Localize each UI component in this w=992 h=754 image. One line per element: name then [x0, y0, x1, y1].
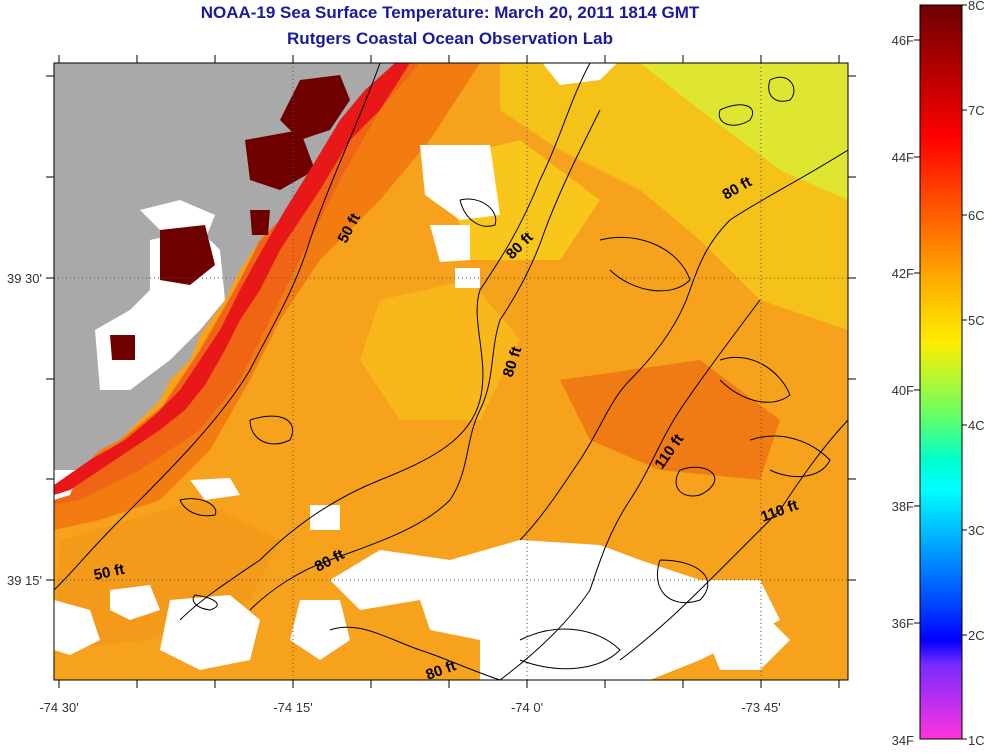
map-subtitle: Rutgers Coastal Ocean Observation Lab: [287, 29, 613, 48]
x-tick-label: -74 15': [273, 700, 312, 715]
colorbar-f-label: 46F: [892, 33, 914, 48]
map-title: NOAA-19 Sea Surface Temperature: March 2…: [200, 3, 700, 22]
colorbar-f-label: 42F: [892, 266, 914, 281]
y-tick-label: 39 15': [7, 573, 42, 588]
coastal-warm-band: [54, 63, 410, 495]
contour-label: 50 ft: [92, 561, 126, 584]
colorbar-f-label: 40F: [892, 383, 914, 398]
colorbar-c-label: 2C: [968, 628, 985, 643]
colorbar-c-label: 8C: [968, 0, 985, 13]
colorbar: 46F 44F 42F 40F 38F 36F 34F 8C 7C 6C 5C …: [892, 0, 985, 748]
colorbar-c-label: 6C: [968, 208, 985, 223]
colorbar-f-label: 36F: [892, 616, 914, 631]
map-area: [54, 63, 848, 680]
y-tick-label: 39 30': [7, 271, 42, 286]
grid-lines: [54, 63, 848, 680]
colorbar-c-label: 5C: [968, 313, 985, 328]
x-tick-label: -74 0': [511, 700, 543, 715]
warm-bay-patches: [110, 75, 350, 360]
colorbar-f-label: 44F: [892, 150, 914, 165]
map-frame: [53, 62, 849, 681]
colorbar-f-label: 38F: [892, 499, 914, 514]
no-data-regions: [54, 63, 790, 680]
colorbar-c-label: 3C: [968, 523, 985, 538]
axis-ticks: [46, 55, 856, 688]
x-tick-label: -73 45': [741, 700, 780, 715]
colorbar-c-label: 7C: [968, 103, 985, 118]
colorbar-f-label: 34F: [892, 733, 914, 748]
depth-contours: [54, 63, 848, 680]
colorbar-c-label: 1C: [968, 733, 985, 748]
colorbar-scale: [919, 4, 963, 740]
colorbar-c-label: 4C: [968, 418, 985, 433]
x-tick-label: -74 30': [39, 700, 78, 715]
